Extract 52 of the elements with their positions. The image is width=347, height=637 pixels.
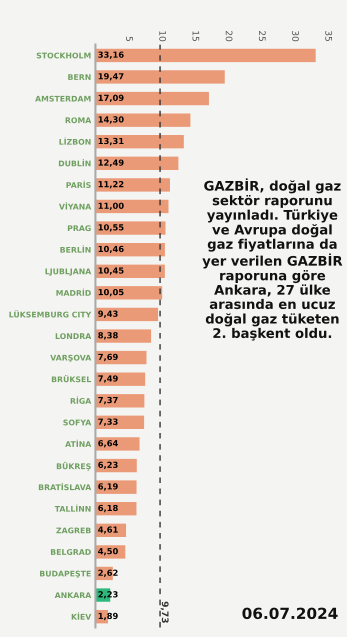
data-label: 17,09 bbox=[98, 94, 124, 102]
data-label: 2,62 bbox=[98, 570, 118, 577]
annotation: 06.07.2024 bbox=[242, 608, 338, 620]
x-tick-label: 35 bbox=[325, 31, 332, 42]
data-label: 4,61 bbox=[98, 526, 118, 534]
data-label: 10,45 bbox=[98, 267, 124, 275]
data-label: 6,64 bbox=[98, 440, 118, 448]
data-label: 10,46 bbox=[98, 246, 124, 254]
bar bbox=[95, 416, 144, 430]
bar bbox=[95, 264, 165, 278]
bar bbox=[95, 286, 162, 300]
x-tick-label: 25 bbox=[258, 30, 266, 42]
data-label: 10,55 bbox=[98, 224, 124, 232]
bar bbox=[95, 178, 170, 192]
ref-line-label: 9,73 bbox=[160, 602, 169, 623]
data-label: 13,31 bbox=[98, 138, 124, 146]
x-tick-label: 20 bbox=[226, 30, 232, 42]
x-tick-label: 15 bbox=[192, 31, 200, 42]
data-label: 10,05 bbox=[98, 288, 124, 296]
text: GAZBİR, doğal gaz sektör raporunu yayınladı. Türkiye ve Avrupa doğal gaz fiyatlarına da yer verilen GAZBİR raporuna göre Ankara, 27 ülke arasında en ucuz doğal gaz tüketen 2. başkent oldu. bbox=[202, 178, 342, 340]
data-label: 7,49 bbox=[98, 375, 118, 383]
bar bbox=[95, 92, 209, 106]
data-label: 14,30 bbox=[98, 116, 124, 124]
bar bbox=[95, 135, 184, 148]
data-label: 6,23 bbox=[98, 462, 118, 470]
data-label: 1,89 bbox=[98, 612, 118, 620]
data-label: 4,50 bbox=[98, 548, 118, 556]
data-label: 7,33 bbox=[98, 418, 118, 426]
x-tick-label: 30 bbox=[292, 31, 299, 42]
bar bbox=[95, 394, 144, 408]
data-label: 11,00 bbox=[98, 202, 124, 210]
bar bbox=[95, 372, 146, 386]
bar bbox=[95, 242, 165, 256]
bar bbox=[95, 308, 158, 322]
bar bbox=[95, 48, 316, 62]
bar bbox=[95, 350, 147, 364]
x-tick-label: 5 bbox=[126, 36, 133, 42]
data-label: 6,19 bbox=[98, 483, 118, 491]
x-tick-label: 10 bbox=[159, 31, 166, 42]
data-label: 19,47 bbox=[98, 73, 124, 80]
data-label: 8,38 bbox=[98, 332, 118, 340]
bar bbox=[95, 113, 190, 127]
data-label: 9,43 bbox=[98, 310, 118, 318]
data-label: 7,69 bbox=[98, 354, 118, 362]
data-label: 6,18 bbox=[98, 504, 118, 512]
data-label: 7,37 bbox=[98, 396, 118, 404]
bar bbox=[95, 70, 225, 84]
data-label: 33,16 bbox=[98, 52, 124, 59]
bar bbox=[95, 156, 178, 170]
data-label: 11,22 bbox=[98, 181, 124, 188]
bar bbox=[95, 221, 166, 235]
data-label: 12,49 bbox=[98, 159, 124, 167]
